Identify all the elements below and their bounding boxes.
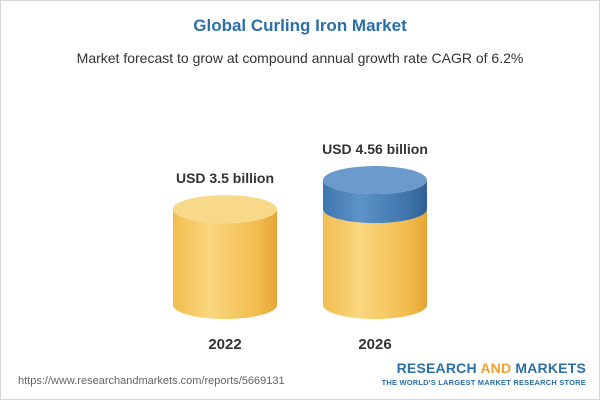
chart-title: Global Curling Iron Market [193, 16, 407, 35]
bar-base-2026 [323, 209, 427, 319]
brand-name-accent: AND [480, 360, 512, 376]
value-label-2022: USD 3.5 billion [176, 170, 274, 186]
brand-tagline: THE WORLD'S LARGEST MARKET RESEARCH STOR… [381, 378, 586, 387]
brand-name: RESEARCH AND MARKETS [382, 360, 586, 376]
bar-increase-2026 [323, 180, 427, 224]
brand-name-part3: MARKETS [511, 360, 586, 376]
cylinder-chart: USD 3.5 billion 2022 USD 4.56 billion 2026 [173, 141, 428, 350]
category-label-2022: 2022 [208, 336, 241, 350]
source-url[interactable]: https://www.researchandmarkets.com/repor… [18, 375, 285, 387]
brand-name-part1: RESEARCH [396, 360, 481, 376]
bar-top-2022 [173, 195, 277, 224]
brand-logo: RESEARCH AND MARKETS THE WORLD'S LARGEST… [382, 360, 586, 387]
category-label-2026: 2026 [358, 336, 391, 350]
bar-top-2026 [323, 166, 427, 195]
bar-base-2022 [173, 209, 277, 319]
chart-subtitle: Market forecast to grow at compound annu… [76, 50, 524, 66]
value-label-2026: USD 4.56 billion [322, 141, 428, 157]
